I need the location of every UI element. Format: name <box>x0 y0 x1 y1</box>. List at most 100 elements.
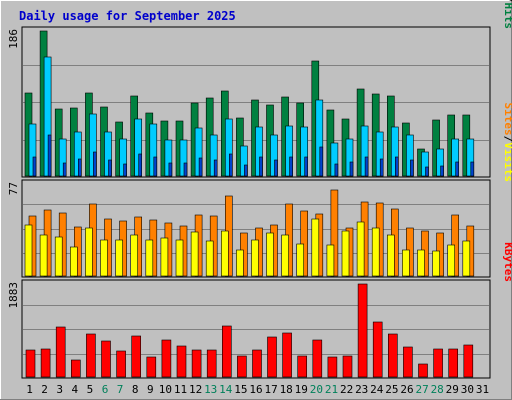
series-hits <box>24 30 471 177</box>
bar <box>130 234 138 277</box>
bar <box>433 348 443 378</box>
bar <box>213 159 218 177</box>
bar <box>176 345 187 378</box>
bar <box>55 326 66 378</box>
x-axis-day-labels: 1 2 3 4 5 6 7 8 9 10 11 12 13 14 15 16 17 18 19 20 21 22 23 24 2… <box>26 383 489 396</box>
bar <box>356 221 365 277</box>
bar <box>74 131 82 177</box>
bar <box>418 363 428 378</box>
bar <box>146 356 157 378</box>
bar <box>62 162 67 177</box>
day-label: 21 <box>325 383 338 396</box>
day-label: 29 <box>446 383 459 396</box>
legend-entry: Sites <box>502 103 512 136</box>
bar <box>237 355 247 378</box>
bar <box>300 210 309 277</box>
bar <box>25 349 36 378</box>
bar <box>134 118 142 177</box>
bar <box>123 163 127 177</box>
bar <box>164 139 173 177</box>
bar <box>432 119 440 177</box>
bar <box>116 350 126 378</box>
bar <box>312 339 323 378</box>
bar <box>440 165 444 177</box>
day-label: 16 <box>249 383 262 396</box>
bar <box>175 239 184 277</box>
bar <box>330 189 339 277</box>
bar <box>240 145 248 177</box>
bar <box>229 153 233 177</box>
bar <box>282 332 292 378</box>
bar <box>470 161 475 177</box>
day-label: 15 <box>234 383 247 396</box>
bar <box>327 356 338 378</box>
bar <box>183 162 188 177</box>
bar <box>225 118 233 177</box>
bar <box>304 156 309 177</box>
day-label: 19 <box>295 383 308 396</box>
legend: KBytes <box>502 242 512 282</box>
bar <box>221 230 229 277</box>
bar <box>296 243 305 277</box>
bar <box>252 349 262 378</box>
day-label: 5 <box>87 383 94 396</box>
day-label: 27 <box>415 383 428 396</box>
bar <box>289 156 293 177</box>
bar <box>138 153 142 177</box>
bar <box>190 231 199 277</box>
bar <box>222 325 232 378</box>
bar <box>131 335 141 378</box>
bar <box>149 123 158 177</box>
series-files <box>28 56 475 177</box>
bar <box>341 230 350 277</box>
legend-entry: Visits <box>502 142 512 182</box>
day-label: 17 <box>264 383 277 396</box>
series-sites <box>24 218 471 277</box>
bar <box>342 355 353 378</box>
bar <box>47 134 52 177</box>
bar <box>425 166 429 177</box>
bar <box>451 138 460 177</box>
day-label: 8 <box>132 383 139 396</box>
bar <box>357 283 368 378</box>
bar <box>119 138 127 177</box>
bar <box>198 157 203 177</box>
bar <box>115 239 123 277</box>
bar <box>153 156 158 177</box>
day-label: 7 <box>117 383 124 396</box>
bar <box>89 113 97 177</box>
bar <box>375 131 384 177</box>
bar <box>251 239 259 277</box>
bar <box>101 340 111 378</box>
bar <box>194 127 203 177</box>
day-label: 31 <box>476 383 489 396</box>
bar <box>205 240 214 277</box>
day-label: 28 <box>431 383 444 396</box>
bar <box>236 249 244 277</box>
bar <box>372 321 383 378</box>
bar <box>466 138 475 177</box>
bar <box>58 138 67 177</box>
bar <box>161 339 172 378</box>
bar <box>319 146 324 177</box>
bar <box>191 349 202 378</box>
bar <box>402 249 410 277</box>
bar <box>85 227 93 277</box>
legend: Sites/Visits <box>502 103 512 183</box>
day-label: 30 <box>461 383 474 396</box>
bar <box>330 142 339 177</box>
legend: Pages/Files/Hits <box>502 0 512 29</box>
bar <box>326 244 335 277</box>
bar <box>179 139 188 177</box>
panel-kbytes: 1883 KBytes <box>7 242 512 379</box>
bar <box>244 164 248 177</box>
bar <box>255 126 263 177</box>
bar <box>209 134 218 177</box>
bar <box>54 236 63 277</box>
bar <box>360 125 369 177</box>
bar <box>78 158 82 177</box>
bar <box>390 126 399 177</box>
series-kbytes <box>25 283 474 378</box>
bar <box>403 346 413 378</box>
